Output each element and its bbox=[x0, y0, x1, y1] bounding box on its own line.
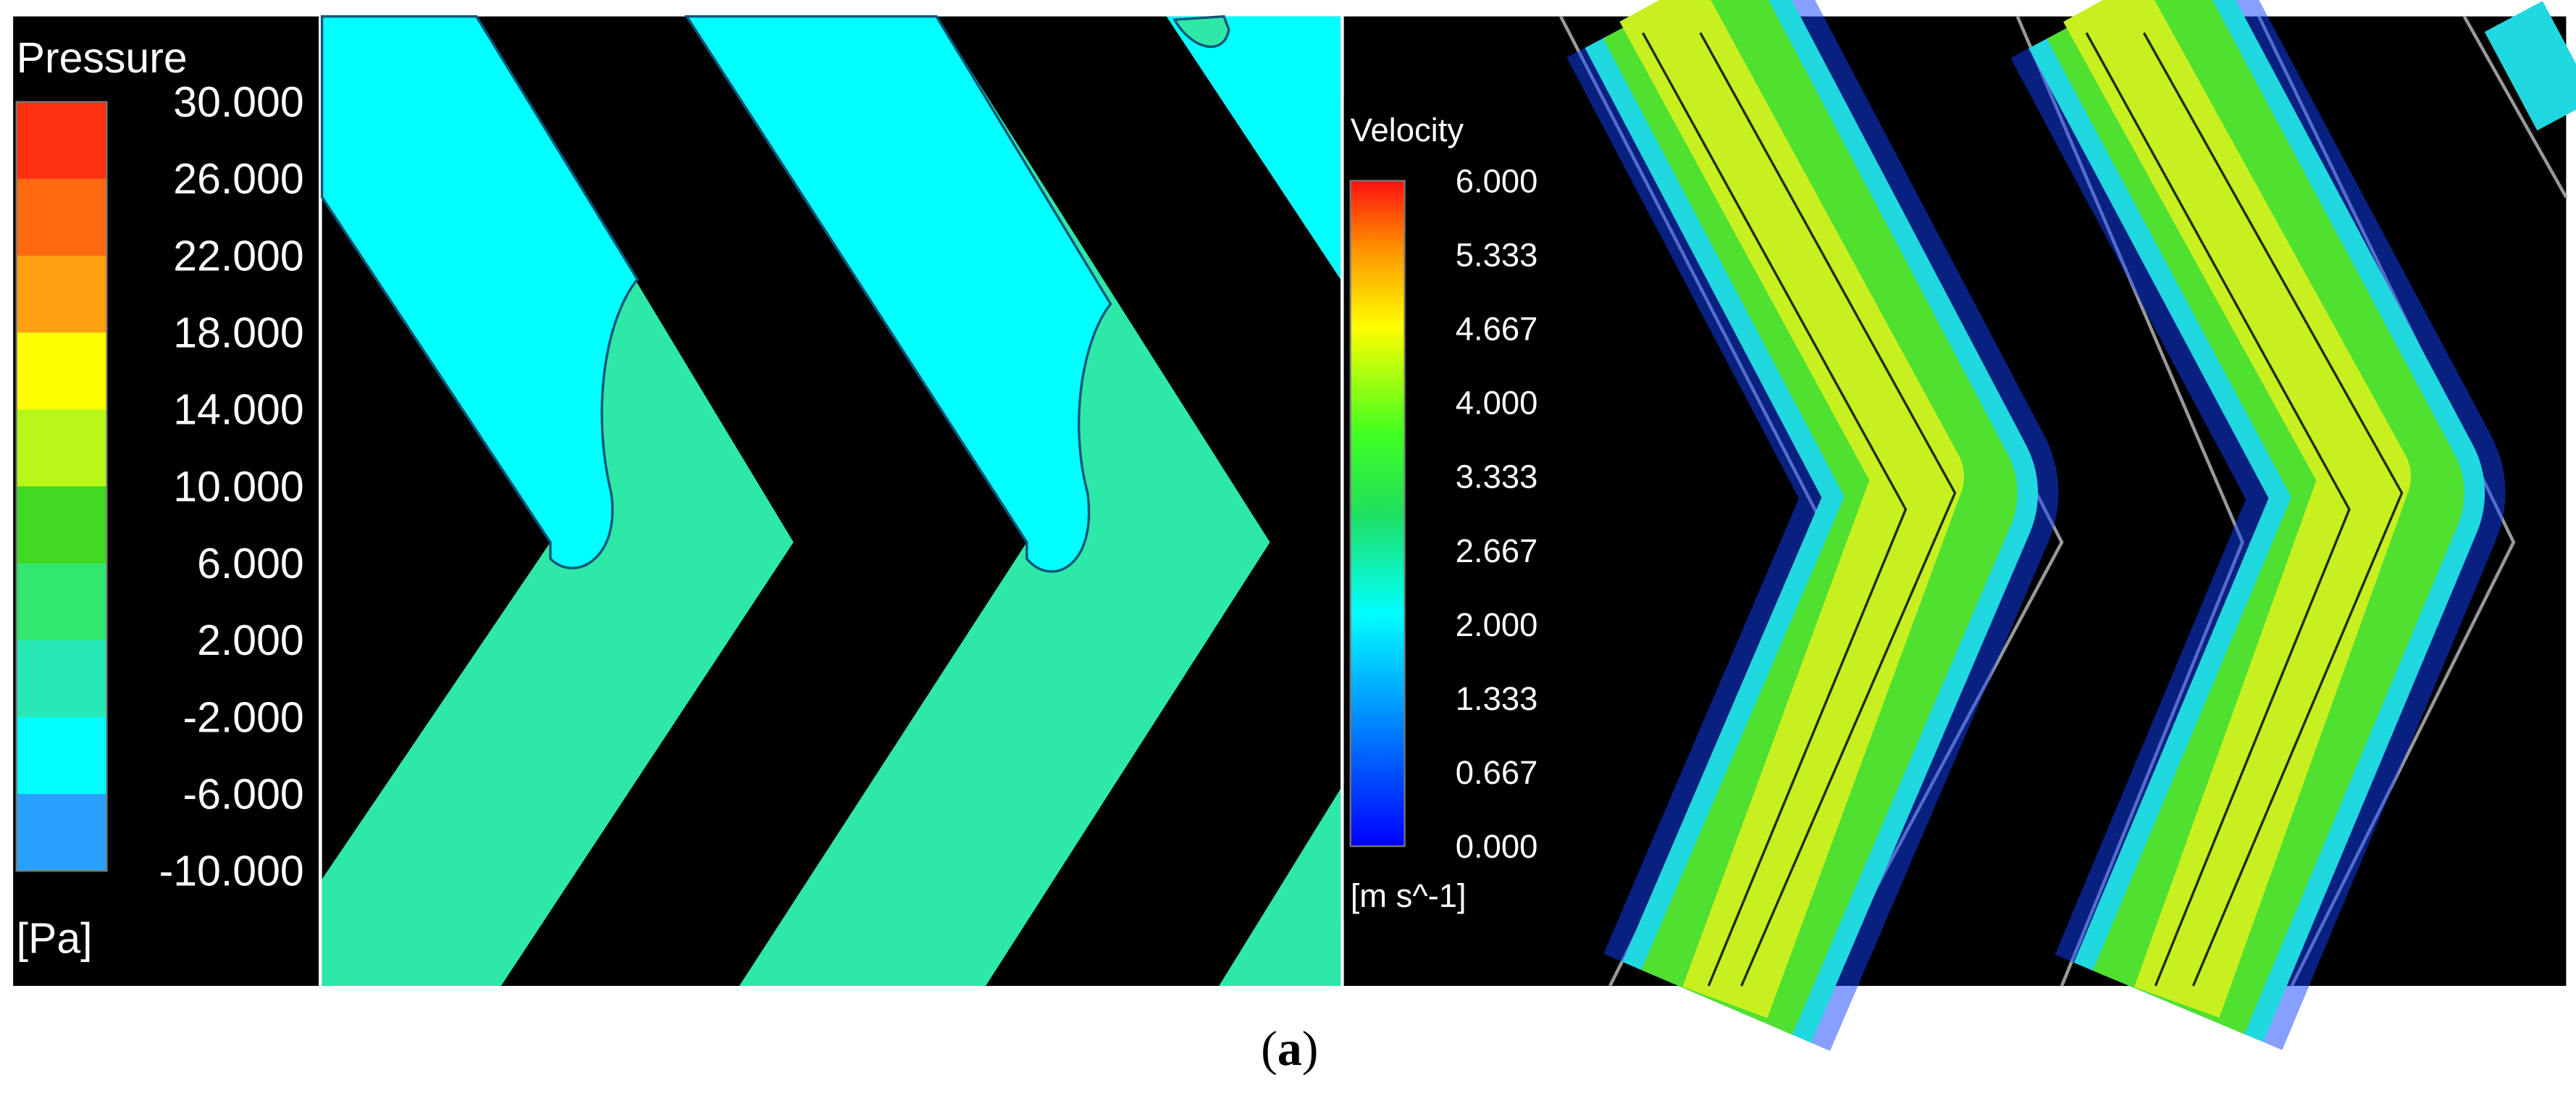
pressure-colorbar bbox=[15, 101, 108, 872]
tick-label: 3.333 bbox=[1456, 459, 1538, 495]
colorbar-frame bbox=[15, 101, 108, 872]
tick-label: 10.000 bbox=[173, 464, 303, 511]
velocity-field bbox=[1343, 0, 2576, 1051]
interface bbox=[320, 14, 639, 569]
tick-label: 4.667 bbox=[1456, 311, 1538, 348]
velocity-colorbar bbox=[1349, 180, 1406, 848]
color-band bbox=[16, 332, 107, 411]
flow bbox=[2063, 0, 2412, 1018]
color-band bbox=[16, 178, 107, 257]
streamline bbox=[2142, 32, 2404, 987]
caption: (a) bbox=[1261, 1021, 1318, 1076]
color-band bbox=[16, 101, 107, 180]
tick-label: 22.000 bbox=[173, 233, 303, 280]
tick-label: 0.000 bbox=[1456, 828, 1538, 865]
pressure-field bbox=[320, 14, 1341, 987]
color-band bbox=[16, 255, 107, 334]
tick-label: 1.333 bbox=[1456, 680, 1538, 717]
caption-part: ) bbox=[1302, 1021, 1319, 1076]
interface bbox=[684, 14, 1112, 573]
tick-label: 14.000 bbox=[173, 387, 303, 434]
tick-label: 30.000 bbox=[173, 79, 303, 126]
tick-label: 26.000 bbox=[173, 156, 303, 203]
legend-unit: [Pa] bbox=[17, 916, 93, 963]
flow bbox=[2484, 1, 2576, 131]
legend-unit: [m s^-1] bbox=[1351, 877, 1467, 914]
tick-label: 4.000 bbox=[1456, 385, 1538, 422]
chevron bbox=[687, 16, 1270, 987]
chevron bbox=[1166, 16, 1341, 280]
color-band bbox=[16, 563, 107, 641]
tick-label: -2.000 bbox=[182, 694, 303, 741]
tick-label: 5.333 bbox=[1456, 236, 1538, 273]
color-band bbox=[16, 409, 107, 488]
streamline bbox=[1642, 32, 1908, 987]
interface bbox=[1172, 14, 1230, 49]
tick-label: 0.667 bbox=[1456, 754, 1538, 791]
flow bbox=[1619, 0, 1964, 1018]
wall bbox=[2462, 15, 2568, 198]
caption-part: ( bbox=[1261, 1021, 1277, 1076]
color-band bbox=[16, 486, 107, 564]
streamline bbox=[1699, 32, 1957, 987]
color-band bbox=[16, 640, 107, 719]
color-band bbox=[16, 716, 107, 795]
tick-label: 6.000 bbox=[197, 540, 304, 587]
tick-label: -6.000 bbox=[182, 771, 303, 818]
legend-title: Pressure bbox=[17, 35, 188, 82]
color-band bbox=[16, 794, 107, 872]
tick-label: 2.000 bbox=[1456, 606, 1538, 643]
tick-label: -10.000 bbox=[159, 848, 304, 895]
chevron bbox=[1219, 788, 1341, 987]
streamline bbox=[2085, 32, 2351, 987]
tick-label: 6.000 bbox=[1456, 162, 1538, 199]
tick-label: 18.000 bbox=[173, 310, 303, 357]
tick-label: 2.667 bbox=[1456, 532, 1538, 569]
caption-part: a bbox=[1277, 1021, 1302, 1076]
tick-label: 2.000 bbox=[197, 617, 304, 664]
legend-title: Velocity bbox=[1351, 112, 1464, 148]
